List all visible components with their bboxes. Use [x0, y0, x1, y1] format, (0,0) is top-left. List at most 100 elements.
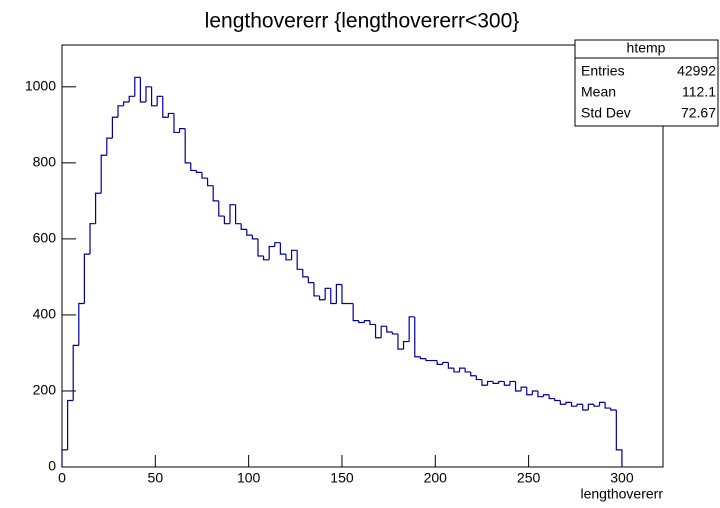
histogram-bin [94, 192, 102, 224]
stats-box: htemp [574, 39, 719, 127]
histogram-bin [262, 256, 270, 261]
histogram-bin [537, 390, 544, 398]
histogram-bin [363, 320, 370, 323]
histogram-bin [111, 116, 118, 139]
histogram-bin [201, 172, 208, 179]
histogram-bin [257, 238, 264, 257]
x-tick-label: 300 [610, 470, 634, 486]
histogram-bin [492, 381, 499, 384]
histogram-bin [167, 112, 174, 118]
histogram-bin [436, 360, 443, 365]
histogram-bin [66, 399, 74, 450]
histogram-bin [268, 245, 275, 260]
x-axis-label: lengthovererr [581, 486, 664, 502]
histogram-bin [458, 367, 466, 372]
histogram-bin [358, 320, 365, 324]
histogram-bin [229, 204, 236, 224]
histogram-bin [475, 375, 482, 381]
histogram-bin [414, 316, 421, 358]
stats-value: 42992 [677, 63, 716, 79]
plot-frame [61, 44, 664, 468]
stats-label: Mean [581, 84, 616, 100]
histogram-bin [369, 320, 376, 326]
stats-value: 112.1 [682, 84, 716, 100]
histogram-bin [313, 282, 320, 297]
histogram-bin [134, 76, 141, 97]
histogram-bin [72, 344, 79, 401]
x-tick-label: 250 [517, 470, 541, 486]
histogram-bin [61, 449, 68, 467]
stats-title: htemp [627, 40, 666, 56]
y-tick-label: 400 [33, 306, 57, 322]
stats-frame [574, 39, 719, 127]
histogram-bin [117, 105, 124, 118]
y-tick-label: 800 [33, 154, 57, 170]
histogram-bin [464, 368, 471, 373]
histogram-bin [302, 269, 309, 278]
histogram-bin [397, 333, 404, 350]
histogram-bin [251, 235, 258, 240]
histogram-bin [559, 400, 566, 405]
histogram-bin [83, 253, 90, 304]
histogram-bin [279, 242, 286, 255]
stats-label: Entries [581, 63, 625, 79]
histogram-bin [324, 287, 331, 300]
histogram-bin [139, 77, 146, 103]
histogram-bin [318, 295, 326, 301]
histogram-bin [212, 185, 219, 202]
histogram-bin [240, 223, 247, 230]
histogram-bin [218, 200, 225, 217]
histogram-bin [503, 381, 510, 386]
histogram-bin [509, 380, 516, 386]
histogram-bin [498, 380, 505, 384]
histogram-bin [195, 170, 202, 173]
histogram-bin [330, 288, 337, 305]
histogram-bin [402, 340, 410, 350]
histogram-bin [89, 223, 96, 255]
histogram-bin [453, 368, 460, 373]
histogram-bin [425, 358, 432, 362]
histogram-bin [610, 408, 617, 411]
histogram-bin [184, 128, 191, 164]
histogram-bin [565, 401, 572, 405]
histogram-bin [296, 250, 303, 270]
histogram-bin [223, 216, 230, 225]
x-tick-label: 100 [237, 470, 261, 486]
stats-value: 72.67 [681, 105, 716, 121]
histogram-bin [274, 242, 281, 247]
x-tick-label: 50 [148, 470, 164, 486]
histogram-bin [341, 284, 348, 305]
histogram-bin [380, 325, 387, 338]
histogram-bin [408, 316, 415, 342]
x-tick-label: 0 [58, 470, 66, 486]
histogram-bin [173, 113, 180, 134]
histogram-bin [548, 394, 555, 400]
histogram-bin [386, 326, 393, 333]
histogram-bin [145, 86, 152, 103]
stats-label: Std Dev [581, 105, 631, 121]
histogram-bin [615, 409, 623, 467]
histogram-bin [576, 403, 583, 407]
histogram-bin [470, 371, 477, 377]
histogram-bin [156, 95, 163, 106]
histogram-bin [604, 402, 611, 409]
histogram-bin [234, 204, 242, 225]
histogram-bin [178, 128, 186, 133]
histogram-bin [542, 394, 550, 397]
histogram-bin [78, 302, 85, 346]
histogram-bin [352, 303, 359, 322]
histogram-bin [481, 379, 488, 386]
x-tick-label: 150 [330, 470, 354, 486]
histogram-bin [162, 96, 169, 118]
y-tick-label: 1000 [25, 78, 56, 94]
histogram-bin [587, 403, 594, 410]
histogram-bin [598, 401, 606, 407]
histogram-bin [582, 404, 589, 411]
histogram-bin [122, 101, 130, 106]
histogram-bin [335, 283, 342, 304]
y-tick-label: 200 [33, 382, 57, 398]
histogram-bin [593, 404, 600, 407]
histogram-bin [374, 324, 382, 339]
histogram-bin [554, 398, 561, 402]
